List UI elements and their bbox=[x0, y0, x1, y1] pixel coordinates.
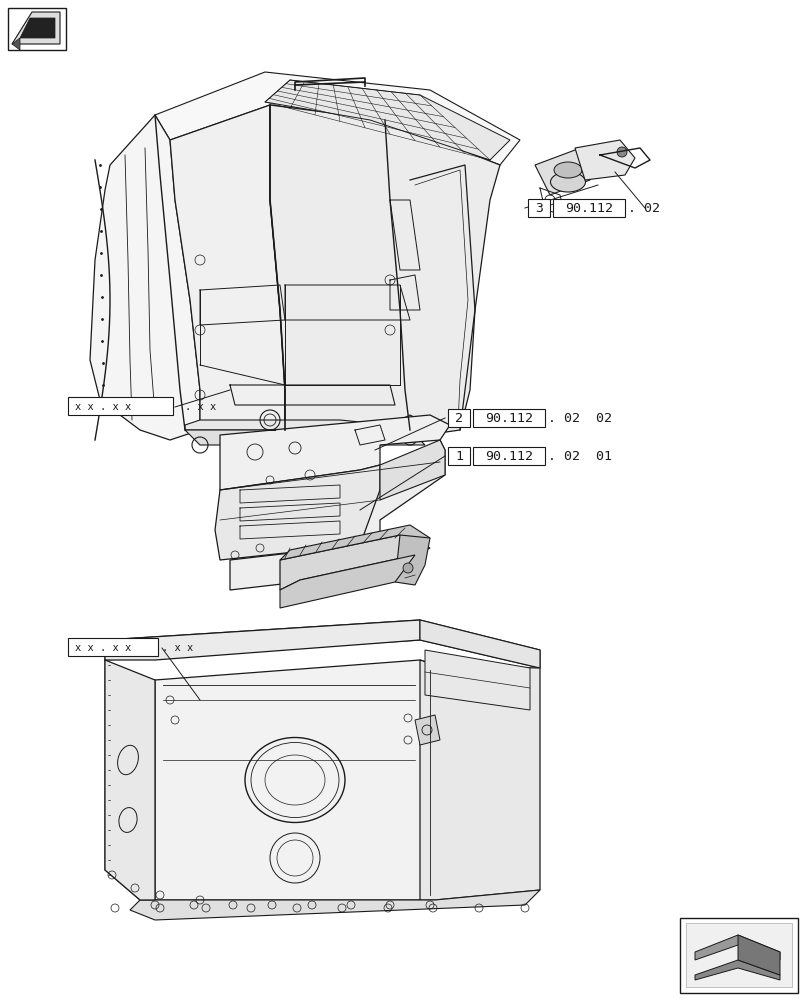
Polygon shape bbox=[394, 535, 430, 585]
Polygon shape bbox=[694, 960, 779, 980]
Polygon shape bbox=[185, 415, 419, 440]
Polygon shape bbox=[264, 80, 509, 160]
Polygon shape bbox=[130, 890, 539, 920]
Polygon shape bbox=[534, 150, 599, 195]
Polygon shape bbox=[280, 535, 430, 590]
Polygon shape bbox=[215, 465, 380, 560]
Bar bbox=[448, 409, 470, 427]
Polygon shape bbox=[280, 525, 430, 560]
Polygon shape bbox=[280, 555, 414, 608]
Bar bbox=[68, 397, 173, 415]
Polygon shape bbox=[574, 140, 634, 180]
Text: . x x: . x x bbox=[162, 643, 193, 653]
Polygon shape bbox=[419, 620, 539, 668]
Polygon shape bbox=[20, 18, 55, 38]
Polygon shape bbox=[169, 105, 285, 430]
Circle shape bbox=[616, 147, 626, 157]
Bar bbox=[679, 918, 797, 993]
Text: 3: 3 bbox=[534, 202, 543, 215]
Text: 1: 1 bbox=[454, 450, 462, 462]
Bar bbox=[8, 8, 66, 50]
Text: . 02: . 02 bbox=[627, 202, 659, 215]
Polygon shape bbox=[105, 620, 539, 668]
Polygon shape bbox=[230, 440, 444, 590]
Text: . x x: . x x bbox=[185, 402, 216, 412]
Bar bbox=[685, 923, 791, 987]
Polygon shape bbox=[220, 415, 449, 490]
Circle shape bbox=[402, 563, 413, 573]
Text: 90.112: 90.112 bbox=[484, 412, 532, 424]
Text: 90.112: 90.112 bbox=[564, 202, 612, 215]
Text: . 02  01: . 02 01 bbox=[547, 450, 611, 462]
Polygon shape bbox=[419, 660, 539, 900]
Ellipse shape bbox=[550, 172, 585, 192]
Polygon shape bbox=[12, 12, 60, 44]
Text: x x . x x: x x . x x bbox=[75, 402, 131, 412]
Polygon shape bbox=[105, 660, 155, 900]
Polygon shape bbox=[694, 935, 779, 960]
Polygon shape bbox=[155, 72, 519, 165]
Polygon shape bbox=[414, 715, 440, 745]
Bar bbox=[68, 638, 158, 656]
Text: . 02  02: . 02 02 bbox=[547, 412, 611, 424]
Polygon shape bbox=[105, 620, 419, 660]
Ellipse shape bbox=[553, 162, 581, 178]
Polygon shape bbox=[155, 660, 435, 900]
Polygon shape bbox=[424, 650, 530, 710]
Bar bbox=[552, 199, 624, 217]
Bar bbox=[473, 447, 544, 465]
Bar bbox=[527, 199, 549, 217]
Polygon shape bbox=[380, 440, 444, 500]
Text: x x . x x: x x . x x bbox=[75, 643, 131, 653]
Polygon shape bbox=[737, 935, 779, 975]
Polygon shape bbox=[185, 430, 424, 445]
Polygon shape bbox=[12, 38, 20, 50]
Polygon shape bbox=[90, 115, 200, 440]
Text: 2: 2 bbox=[454, 412, 462, 424]
Polygon shape bbox=[270, 105, 500, 440]
Bar bbox=[448, 447, 470, 465]
Bar bbox=[473, 409, 544, 427]
Text: 90.112: 90.112 bbox=[484, 450, 532, 462]
Polygon shape bbox=[105, 660, 155, 900]
